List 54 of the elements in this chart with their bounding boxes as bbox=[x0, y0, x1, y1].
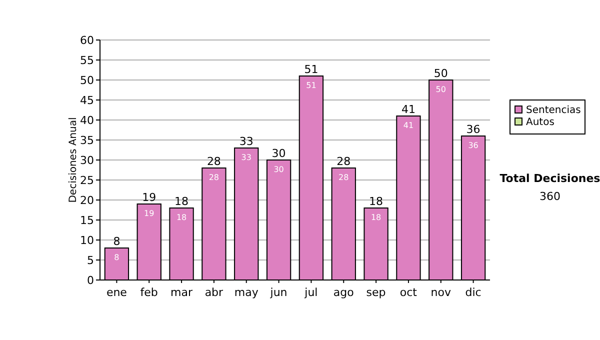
data-label: 36 bbox=[468, 141, 478, 150]
total-label: 36 bbox=[466, 123, 480, 136]
data-label: 30 bbox=[274, 165, 284, 174]
x-tick-label: nov bbox=[430, 286, 452, 299]
y-tick-label: 50 bbox=[80, 74, 94, 87]
total-label: 18 bbox=[369, 195, 384, 208]
y-tick-label: 55 bbox=[80, 54, 94, 67]
x-tick-label: abr bbox=[204, 286, 224, 299]
x-tick-label: ago bbox=[333, 286, 354, 299]
y-axis-title: Decisiones Anual bbox=[68, 117, 79, 203]
total-label: 50 bbox=[434, 67, 448, 80]
x-tick-label: jun bbox=[269, 286, 288, 299]
y-tick-label: 25 bbox=[80, 174, 94, 187]
y-tick-label: 40 bbox=[80, 114, 94, 127]
data-label: 28 bbox=[208, 173, 220, 182]
y-tick-label: 45 bbox=[80, 94, 94, 107]
total-label: 33 bbox=[239, 135, 254, 148]
data-label: 33 bbox=[241, 153, 252, 162]
total-label: 41 bbox=[401, 103, 416, 116]
legend-label: Autos bbox=[526, 117, 554, 128]
total-label: 28 bbox=[206, 155, 221, 168]
x-tick-label: oct bbox=[400, 286, 418, 299]
y-tick-label: 10 bbox=[80, 234, 94, 247]
total-label: 18 bbox=[174, 195, 189, 208]
x-tick-label: feb bbox=[140, 286, 158, 299]
total-label: 19 bbox=[142, 191, 156, 204]
data-label: 50 bbox=[436, 85, 446, 94]
data-label: 19 bbox=[144, 209, 154, 218]
y-tick-label: 5 bbox=[87, 254, 94, 267]
y-tick-label: 0 bbox=[87, 274, 94, 287]
total-label: 28 bbox=[336, 155, 351, 168]
x-tick-label: ene bbox=[106, 286, 128, 299]
data-label: 28 bbox=[338, 173, 349, 182]
data-label: 51 bbox=[306, 81, 316, 90]
x-tick-label: jul bbox=[304, 286, 318, 299]
y-tick-label: 20 bbox=[80, 194, 94, 207]
data-label: 18 bbox=[176, 213, 187, 222]
data-label: 41 bbox=[403, 121, 414, 130]
text: 360 bbox=[540, 190, 560, 203]
data-label: 8 bbox=[114, 253, 120, 262]
x-tick-label: sep bbox=[366, 286, 386, 299]
total-label: 30 bbox=[272, 147, 286, 160]
x-tick-label: mar bbox=[170, 286, 193, 299]
text: Total Decisiones bbox=[500, 172, 600, 185]
total-label: 8 bbox=[113, 235, 120, 248]
y-tick-label: 60 bbox=[80, 34, 94, 47]
y-tick-label: 35 bbox=[80, 134, 94, 147]
y-tick-label: 15 bbox=[80, 214, 94, 227]
y-tick-label: 30 bbox=[80, 154, 94, 167]
data-label: 18 bbox=[370, 213, 382, 222]
x-tick-label: dic bbox=[465, 286, 482, 299]
legend-label: Sentencias bbox=[526, 105, 581, 116]
total-label: 51 bbox=[304, 63, 318, 76]
x-tick-label: may bbox=[234, 286, 259, 299]
